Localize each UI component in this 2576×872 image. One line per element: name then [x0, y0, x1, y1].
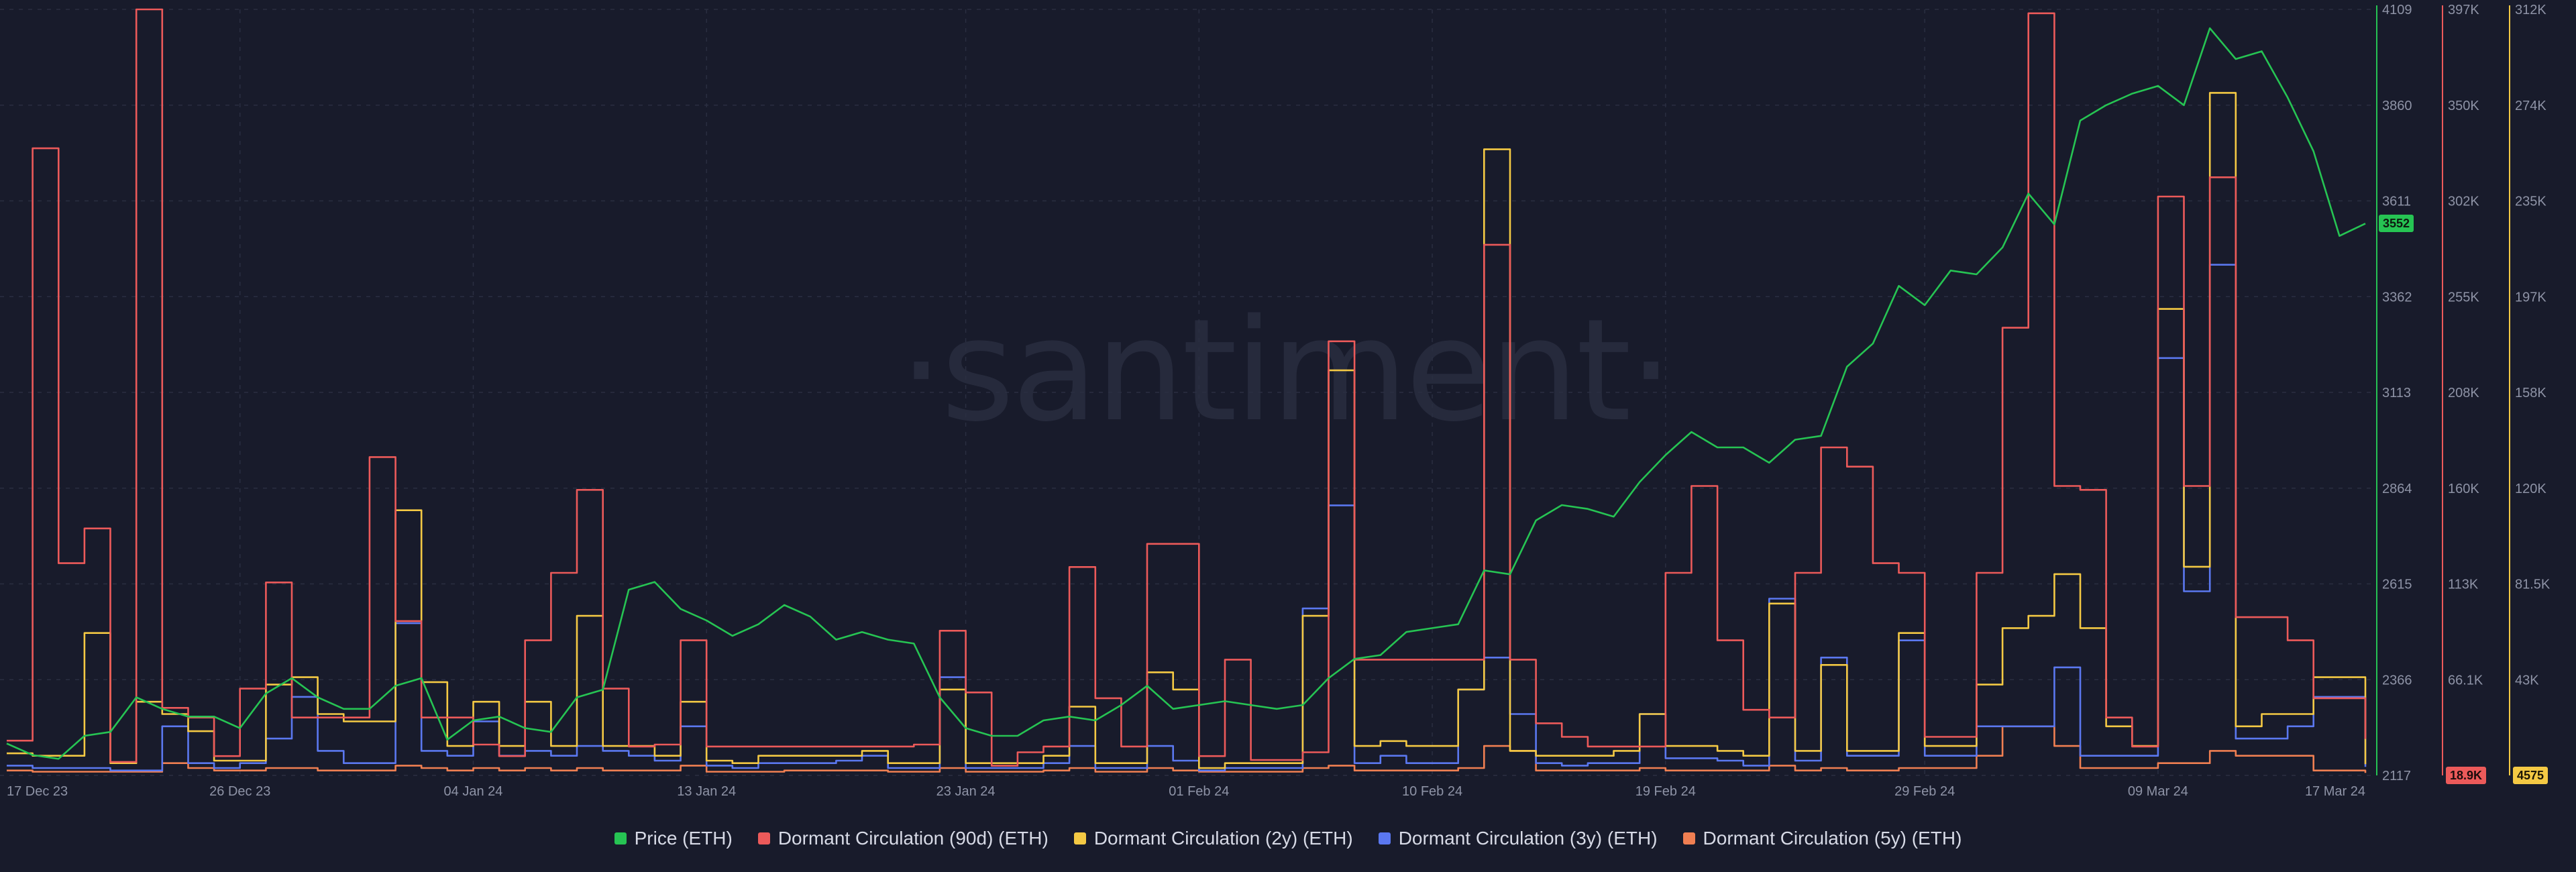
- dc2y-axis-tick: 312K: [2515, 3, 2546, 17]
- dormant-circulation-3y-eth-line: [7, 264, 2367, 771]
- legend-item-dc5y[interactable]: Dormant Circulation (5y) (ETH): [1682, 828, 1962, 849]
- dc90-axis-tick: 208K: [2448, 386, 2479, 400]
- dc2y-axis-tick: 197K: [2515, 290, 2546, 305]
- dc90-axis-tick: 66.1K: [2448, 673, 2483, 688]
- x-tick-label: 29 Feb 24: [1894, 784, 1955, 799]
- x-tick-label: 26 Dec 23: [209, 784, 270, 799]
- legend-label: Dormant Circulation (2y) (ETH): [1093, 828, 1353, 849]
- price-axis-tick: 2615: [2382, 578, 2412, 592]
- price-axis-tick: 3362: [2382, 290, 2412, 305]
- x-tick-label: 10 Feb 24: [1402, 784, 1462, 799]
- legend-swatch: [1682, 832, 1695, 844]
- legend-swatch: [1378, 832, 1391, 844]
- price-eth-line: [6, 27, 2366, 760]
- x-tick-label: 13 Jan 24: [677, 784, 736, 799]
- dc2y-axis-tick: 158K: [2515, 386, 2546, 400]
- price-axis-tick: 3860: [2382, 99, 2412, 113]
- x-tick-label: 09 Mar 24: [2128, 784, 2188, 799]
- legend: Price (ETH) Dormant Circulation (90d) (E…: [0, 824, 2576, 853]
- legend-item-price[interactable]: Price (ETH): [614, 828, 733, 849]
- dc90-axis-tick: 113K: [2448, 578, 2479, 592]
- legend-item-dc3y[interactable]: Dormant Circulation (3y) (ETH): [1378, 828, 1658, 849]
- dc90-axis-tick: 302K: [2448, 195, 2479, 209]
- legend-label: Dormant Circulation (3y) (ETH): [1398, 828, 1658, 849]
- price-current-badge: 3552: [2379, 215, 2414, 233]
- dc90-axis-tick: 255K: [2448, 290, 2479, 305]
- dormant-circulation-2y-eth-line: [7, 92, 2367, 769]
- legend-label: Dormant Circulation (5y) (ETH): [1703, 828, 1962, 849]
- x-tick-label: 17 Mar 24: [2305, 784, 2365, 799]
- legend-swatch: [757, 832, 770, 844]
- price-axis-tick: 3113: [2382, 386, 2411, 400]
- price-axis-tick: 4109: [2382, 3, 2412, 17]
- legend-item-dc2y[interactable]: Dormant Circulation (2y) (ETH): [1073, 828, 1353, 849]
- x-tick-label: 23 Jan 24: [936, 784, 996, 799]
- dc90-current-badge: 18.9K: [2446, 767, 2487, 784]
- dc2y-axis-tick: 120K: [2515, 482, 2546, 496]
- legend-item-dc90[interactable]: Dormant Circulation (90d) (ETH): [757, 828, 1049, 849]
- price-axis-tick: 2864: [2382, 482, 2412, 496]
- x-tick-label: 19 Feb 24: [1635, 784, 1696, 799]
- dc90-axis-tick: 160K: [2448, 482, 2479, 496]
- dormant-circulation-90d-eth-line: [7, 8, 2367, 767]
- legend-swatch: [1073, 832, 1086, 844]
- x-tick-label: 17 Dec 23: [7, 784, 68, 799]
- dc90-axis-tick: 397K: [2448, 3, 2479, 17]
- dc2y-axis-tick: 81.5K: [2515, 578, 2551, 592]
- dc2y-current-badge: 4575: [2513, 767, 2548, 784]
- x-tick-label: 01 Feb 24: [1169, 784, 1229, 799]
- price-axis-tick: 3611: [2382, 195, 2411, 209]
- dormant-circulation-5y-eth-line: [7, 725, 2367, 773]
- dc2y-axis-tick: 274K: [2515, 99, 2546, 113]
- legend-label: Dormant Circulation (90d) (ETH): [777, 828, 1049, 849]
- x-tick-label: 04 Jan 24: [444, 784, 503, 799]
- price-axis-tick: 2366: [2382, 673, 2412, 688]
- legend-label: Price (ETH): [634, 828, 733, 849]
- legend-swatch: [614, 832, 627, 844]
- price-axis-tick: 2117: [2382, 769, 2411, 783]
- dc2y-axis-tick: 235K: [2515, 195, 2546, 209]
- dc2y-axis-tick: 43K: [2515, 673, 2539, 688]
- dc90-axis-tick: 350K: [2448, 99, 2479, 113]
